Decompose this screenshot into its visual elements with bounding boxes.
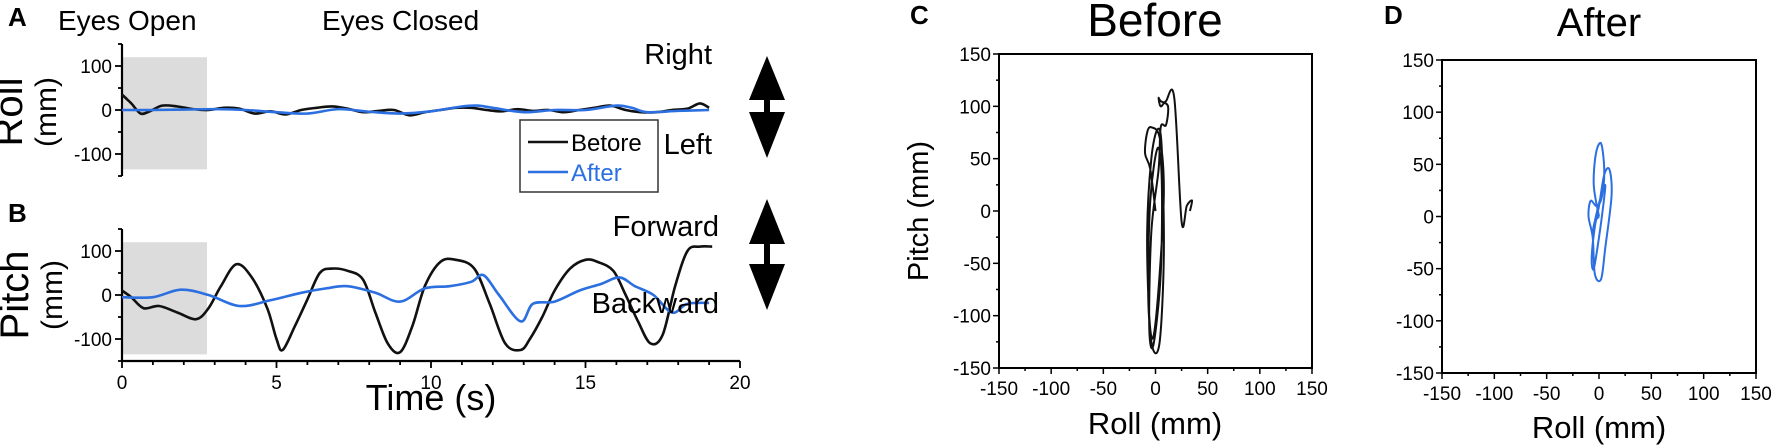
x-tick-label: -100 bbox=[1032, 379, 1070, 400]
panel-b: B -100 0 100 0 5 10 15 20 Pitch (mm) Forward Ba… bbox=[0, 198, 785, 418]
before-sway-trace bbox=[1143, 88, 1194, 355]
y-tick-label: 0 bbox=[101, 101, 112, 122]
direction-right-label: Right bbox=[644, 39, 712, 71]
x-tick-label: 15 bbox=[575, 373, 596, 394]
x-tick-label: -50 bbox=[1090, 379, 1117, 400]
y-tick-label: -50 bbox=[964, 254, 991, 275]
y-tick-label: 0 bbox=[980, 202, 991, 223]
x-tick-label: 50 bbox=[1641, 384, 1662, 405]
trace-after bbox=[121, 104, 710, 115]
roll-time-traces bbox=[121, 93, 710, 117]
before-xy-axes: -150-150 -100 -100 -50 -50 0 0 50 50 100 100 150 150 bbox=[953, 45, 1328, 400]
x-tick-label: 50 bbox=[1197, 379, 1218, 400]
y-tick-label: -100 bbox=[1396, 312, 1434, 333]
legend-label-before: Betore bbox=[571, 130, 642, 157]
pitch-axis-unit: (mm) bbox=[36, 260, 69, 330]
y-tick-label: 50 bbox=[970, 150, 991, 171]
x-tick-label: 0 bbox=[117, 373, 128, 394]
after-sway-trace bbox=[1587, 141, 1613, 283]
x-tick-label: -50 bbox=[1533, 384, 1560, 405]
x-tick-label: -150 bbox=[1423, 384, 1461, 405]
sway-path bbox=[1587, 141, 1613, 283]
x-tick-label: -150 bbox=[980, 379, 1018, 400]
pitch-time-traces bbox=[121, 244, 713, 355]
after-xy-axes: -150-150 -100 -100 -50 -50 0 0 50 50 100 100 150 150 bbox=[1396, 51, 1772, 405]
x-tick-label: 10 bbox=[420, 373, 441, 394]
direction-backward-label: Backward bbox=[592, 288, 719, 320]
x-tick-label: 5 bbox=[271, 373, 282, 394]
x-tick-label: 0 bbox=[1594, 384, 1605, 405]
x-tick-label: 150 bbox=[1296, 379, 1328, 400]
panel-b-letter: B bbox=[8, 198, 27, 228]
x-tick-label: -100 bbox=[1475, 384, 1513, 405]
roll-y-axis: -100 0 100 bbox=[74, 43, 124, 177]
panel-c-letter: C bbox=[910, 0, 929, 30]
y-tick-label: -150 bbox=[1396, 364, 1434, 385]
y-tick-label: 100 bbox=[959, 97, 991, 118]
y-tick-label: -50 bbox=[1407, 260, 1434, 281]
x-tick-label: 150 bbox=[1740, 384, 1772, 405]
after-plot-title: After bbox=[1557, 1, 1641, 45]
y-tick-label: -100 bbox=[953, 307, 991, 328]
before-y-axis-title: Pitch (mm) bbox=[903, 141, 935, 281]
before-plot-title: Before bbox=[1087, 0, 1223, 46]
y-tick-label: 100 bbox=[80, 57, 112, 78]
panel-d-letter: D bbox=[1384, 0, 1403, 30]
direction-forward-label: Forward bbox=[613, 211, 719, 243]
y-tick-label: 0 bbox=[1423, 208, 1434, 229]
forward-backward-arrow-icon bbox=[749, 199, 785, 310]
y-tick-label: -100 bbox=[74, 145, 112, 166]
y-tick-label: 100 bbox=[80, 242, 112, 263]
y-tick-label: 150 bbox=[1402, 51, 1434, 72]
legend-label-after: After bbox=[571, 160, 622, 187]
panel-a: A Eyes Open Eyes Closed -100 0 100 Roll (m… bbox=[0, 2, 785, 193]
y-tick-label: 0 bbox=[101, 286, 112, 307]
after-x-axis-title: Roll (mm) bbox=[1532, 410, 1666, 445]
legend: Betore After bbox=[519, 119, 659, 193]
pitch-axis-title: Pitch bbox=[0, 251, 37, 340]
sway-path bbox=[1143, 88, 1194, 355]
before-x-axis-title: Roll (mm) bbox=[1088, 406, 1222, 441]
y-tick-label: 100 bbox=[1402, 103, 1434, 124]
eyes-open-label: Eyes Open bbox=[58, 5, 197, 36]
roll-axis-title: Roll bbox=[0, 78, 31, 147]
direction-left-label: Left bbox=[664, 129, 712, 161]
roll-axis-unit: (mm) bbox=[30, 77, 63, 147]
y-tick-label: -150 bbox=[953, 359, 991, 380]
legend-box bbox=[519, 119, 659, 193]
right-left-arrow-icon bbox=[749, 56, 785, 158]
trace-after bbox=[121, 273, 710, 323]
panel-d: D After -150-150 -100 -100 -50 -50 0 0 50 50 100 1… bbox=[1384, 0, 1772, 445]
x-tick-label: 20 bbox=[729, 373, 750, 394]
eyes-closed-label: Eyes Closed bbox=[322, 5, 479, 36]
pitch-time-axes: -100 0 100 0 5 10 15 20 bbox=[74, 228, 751, 394]
x-tick-label: 100 bbox=[1688, 384, 1720, 405]
y-tick-label: -100 bbox=[74, 330, 112, 351]
panel-a-letter: A bbox=[8, 2, 27, 32]
y-tick-label: 50 bbox=[1413, 155, 1434, 176]
y-tick-label: 150 bbox=[959, 45, 991, 66]
x-tick-label: 100 bbox=[1244, 379, 1276, 400]
x-tick-label: 0 bbox=[1150, 379, 1161, 400]
trace-betore bbox=[121, 244, 713, 355]
panel-c: C Before -150-150 -100 -100 -50 -50 0 0 50 50 100… bbox=[903, 0, 1328, 441]
eyes-open-shade bbox=[122, 57, 207, 170]
time-axis-title: Time (s) bbox=[366, 377, 497, 418]
